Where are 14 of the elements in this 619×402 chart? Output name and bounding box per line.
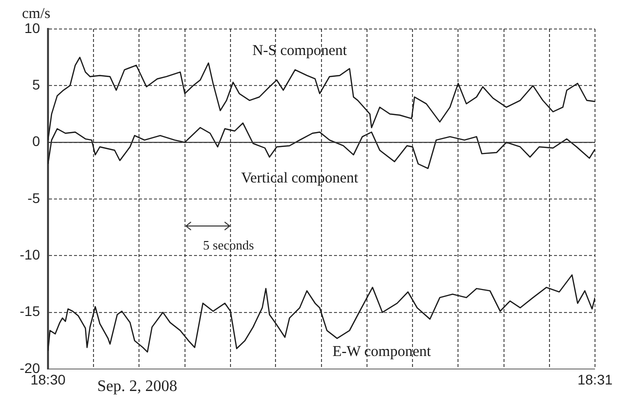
y-tick-label: -20	[20, 360, 40, 376]
text: Sep. 2, 2008	[97, 378, 178, 396]
y-axis-title: cm/s	[22, 6, 50, 22]
y-tick-label: 10	[24, 20, 40, 36]
y-tick-label: -10	[20, 246, 40, 263]
y-tick-label: -15	[20, 303, 40, 320]
y-tick-label: 0	[32, 133, 40, 150]
series-label: E-W component	[332, 344, 432, 360]
y-tick-label: -5	[28, 190, 40, 206]
y-tick-label: 5	[32, 76, 40, 93]
series-label: Vertical component	[241, 170, 359, 187]
annotation: 5 seconds	[203, 238, 254, 253]
series-label: N-S component	[252, 43, 348, 60]
x-tick-label: 18:31	[577, 371, 613, 388]
